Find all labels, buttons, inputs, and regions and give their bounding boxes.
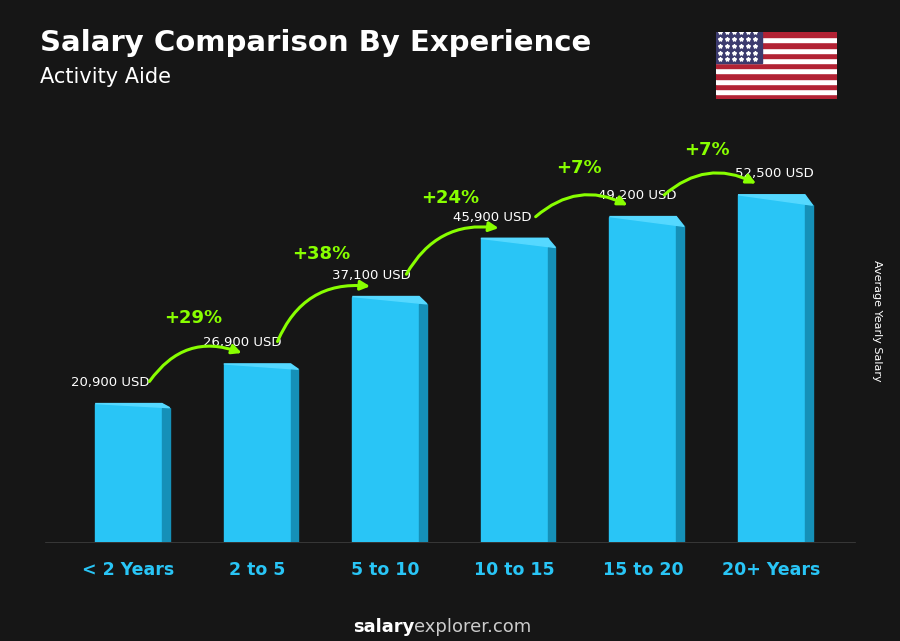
Bar xyxy=(716,69,837,74)
Text: +7%: +7% xyxy=(556,159,601,177)
Text: Average Yearly Salary: Average Yearly Salary xyxy=(872,260,883,381)
Text: +24%: +24% xyxy=(421,189,479,207)
Text: 26,900 USD: 26,900 USD xyxy=(203,337,282,349)
Polygon shape xyxy=(609,217,684,226)
Text: +29%: +29% xyxy=(164,309,222,327)
Text: +7%: +7% xyxy=(684,140,730,158)
Bar xyxy=(609,217,676,542)
Bar xyxy=(95,404,162,542)
Bar xyxy=(162,408,170,542)
Text: 49,200 USD: 49,200 USD xyxy=(598,189,677,202)
Polygon shape xyxy=(738,195,813,205)
Bar xyxy=(548,247,555,542)
Bar xyxy=(716,74,837,79)
Polygon shape xyxy=(95,404,170,408)
Text: +38%: +38% xyxy=(292,246,351,263)
Polygon shape xyxy=(352,297,427,304)
Bar xyxy=(716,94,837,99)
Text: explorer.com: explorer.com xyxy=(414,618,531,636)
Bar xyxy=(716,47,837,53)
Text: 45,900 USD: 45,900 USD xyxy=(453,211,531,224)
Bar xyxy=(224,364,291,542)
Bar xyxy=(291,369,298,542)
Bar xyxy=(352,297,419,542)
Bar xyxy=(676,226,684,542)
Bar xyxy=(716,42,837,47)
Bar xyxy=(716,79,837,84)
Bar xyxy=(716,58,837,63)
Polygon shape xyxy=(224,364,298,369)
Text: 37,100 USD: 37,100 USD xyxy=(332,269,410,282)
Bar xyxy=(716,32,762,63)
Text: 52,500 USD: 52,500 USD xyxy=(735,167,814,180)
Bar xyxy=(738,195,805,542)
Bar xyxy=(419,304,427,542)
Bar xyxy=(716,53,837,58)
Bar xyxy=(716,84,837,89)
Bar xyxy=(716,89,837,94)
Bar xyxy=(716,63,837,69)
Text: Activity Aide: Activity Aide xyxy=(40,67,172,87)
Text: salary: salary xyxy=(353,618,414,636)
Bar xyxy=(716,37,837,42)
Text: Salary Comparison By Experience: Salary Comparison By Experience xyxy=(40,29,592,57)
Bar xyxy=(805,205,813,542)
Text: 20,900 USD: 20,900 USD xyxy=(71,376,149,389)
Bar xyxy=(481,238,548,542)
Polygon shape xyxy=(481,238,555,247)
Bar xyxy=(716,32,837,37)
